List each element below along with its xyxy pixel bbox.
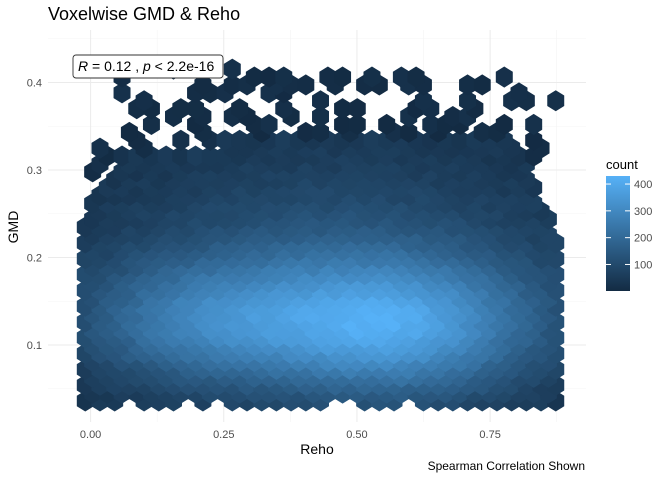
correlation-annotation: R = 0.12 , p < 2.2e-16 — [72, 54, 224, 79]
hex-cell — [444, 106, 462, 128]
hex-cell — [260, 66, 278, 88]
legend-tick-label: 100 — [634, 259, 652, 271]
legend-ticks: 100 200 300 400 — [606, 179, 652, 271]
hex-cell — [142, 113, 160, 135]
hex-cell — [407, 66, 425, 88]
hex-cell — [297, 74, 315, 96]
hex-cell — [400, 121, 418, 143]
hexbin-layer — [76, 58, 565, 412]
hex-cell — [363, 129, 381, 151]
hex-cell — [495, 66, 513, 88]
hex-cell — [334, 66, 352, 88]
hex-cell — [459, 90, 477, 112]
hex-cell — [510, 82, 528, 104]
annotation-p-value: < 2.2e-16 — [151, 58, 215, 74]
hex-cell — [231, 129, 249, 151]
x-tick-label: 0.50 — [346, 429, 367, 441]
hex-cell — [260, 113, 278, 135]
chart-title: Voxelwise GMD & Reho — [48, 4, 240, 24]
annotation-text: R = 0.12 , p < 2.2e-16 — [78, 58, 214, 74]
hex-cell — [312, 121, 329, 143]
hex-cell — [216, 129, 234, 151]
hex-cell — [451, 129, 469, 151]
legend-tick-label: 200 — [634, 233, 652, 245]
hex-cell — [91, 137, 109, 159]
hex-cell — [172, 98, 190, 120]
x-axis-ticks: 0.00 0.25 0.50 0.75 — [80, 429, 501, 441]
hex-cell — [172, 145, 190, 167]
hex-cell — [113, 145, 131, 167]
hex-cell — [473, 121, 491, 143]
y-axis-title: GMD — [5, 211, 21, 244]
hex-cell — [297, 121, 315, 143]
hex-cell — [245, 66, 263, 88]
hex-cell — [223, 74, 241, 96]
hex-cell — [414, 90, 432, 112]
y-tick-label: 0.3 — [27, 165, 42, 177]
hex-cell — [473, 74, 491, 96]
hex-cell — [392, 66, 410, 88]
hex-cell — [157, 145, 175, 167]
y-axis-ticks: 0.1 0.2 0.3 0.4 — [27, 78, 42, 353]
legend-tick-label: 400 — [634, 179, 652, 191]
hex-cell — [319, 66, 337, 88]
x-tick-label: 0.75 — [479, 429, 500, 441]
hex-cell — [201, 145, 219, 167]
y-tick-label: 0.1 — [27, 340, 42, 352]
caption: Spearman Correlation Shown — [428, 459, 585, 473]
hex-cell — [187, 145, 205, 167]
hex-cell — [334, 113, 352, 135]
hex-cell — [363, 66, 381, 88]
hex-cell — [422, 113, 440, 135]
legend-title: count — [606, 157, 638, 172]
hex-cell — [525, 129, 543, 151]
hex-cell — [113, 82, 131, 104]
y-tick-label: 0.2 — [27, 253, 42, 265]
hex-cell — [312, 106, 329, 128]
legend-colorbar — [606, 176, 630, 291]
hex-cell — [275, 129, 293, 151]
hex-cell — [348, 98, 366, 120]
hex-cell — [275, 98, 293, 120]
annotation-box — [72, 54, 224, 79]
annotation-r-label: R — [78, 58, 88, 74]
x-axis-title: Reho — [300, 441, 334, 457]
legend-tick-label: 300 — [634, 206, 652, 218]
hex-cell — [275, 66, 293, 88]
x-tick-label: 0.25 — [213, 429, 234, 441]
hex-cell — [547, 90, 565, 112]
annotation-p-label: p — [142, 58, 151, 74]
color-legend: count 100 200 300 400 — [606, 157, 652, 291]
x-tick-label: 0.00 — [80, 429, 101, 441]
hex-cell — [495, 113, 513, 135]
hex-cell — [334, 98, 352, 120]
hex-cell — [187, 98, 205, 120]
hex-cell — [223, 58, 241, 80]
hex-cell — [525, 113, 543, 135]
hex-cell — [459, 74, 477, 96]
hex-cell — [172, 129, 190, 151]
hex-cell — [312, 90, 329, 112]
hex-cell — [231, 98, 249, 120]
annotation-r-value: = 0.12 , — [88, 58, 143, 74]
hex-cell — [120, 121, 138, 143]
hex-cell — [378, 113, 396, 135]
y-tick-label: 0.4 — [27, 78, 42, 90]
hex-cell — [194, 74, 212, 96]
hex-cell — [135, 90, 153, 112]
hex-cell — [348, 113, 366, 135]
